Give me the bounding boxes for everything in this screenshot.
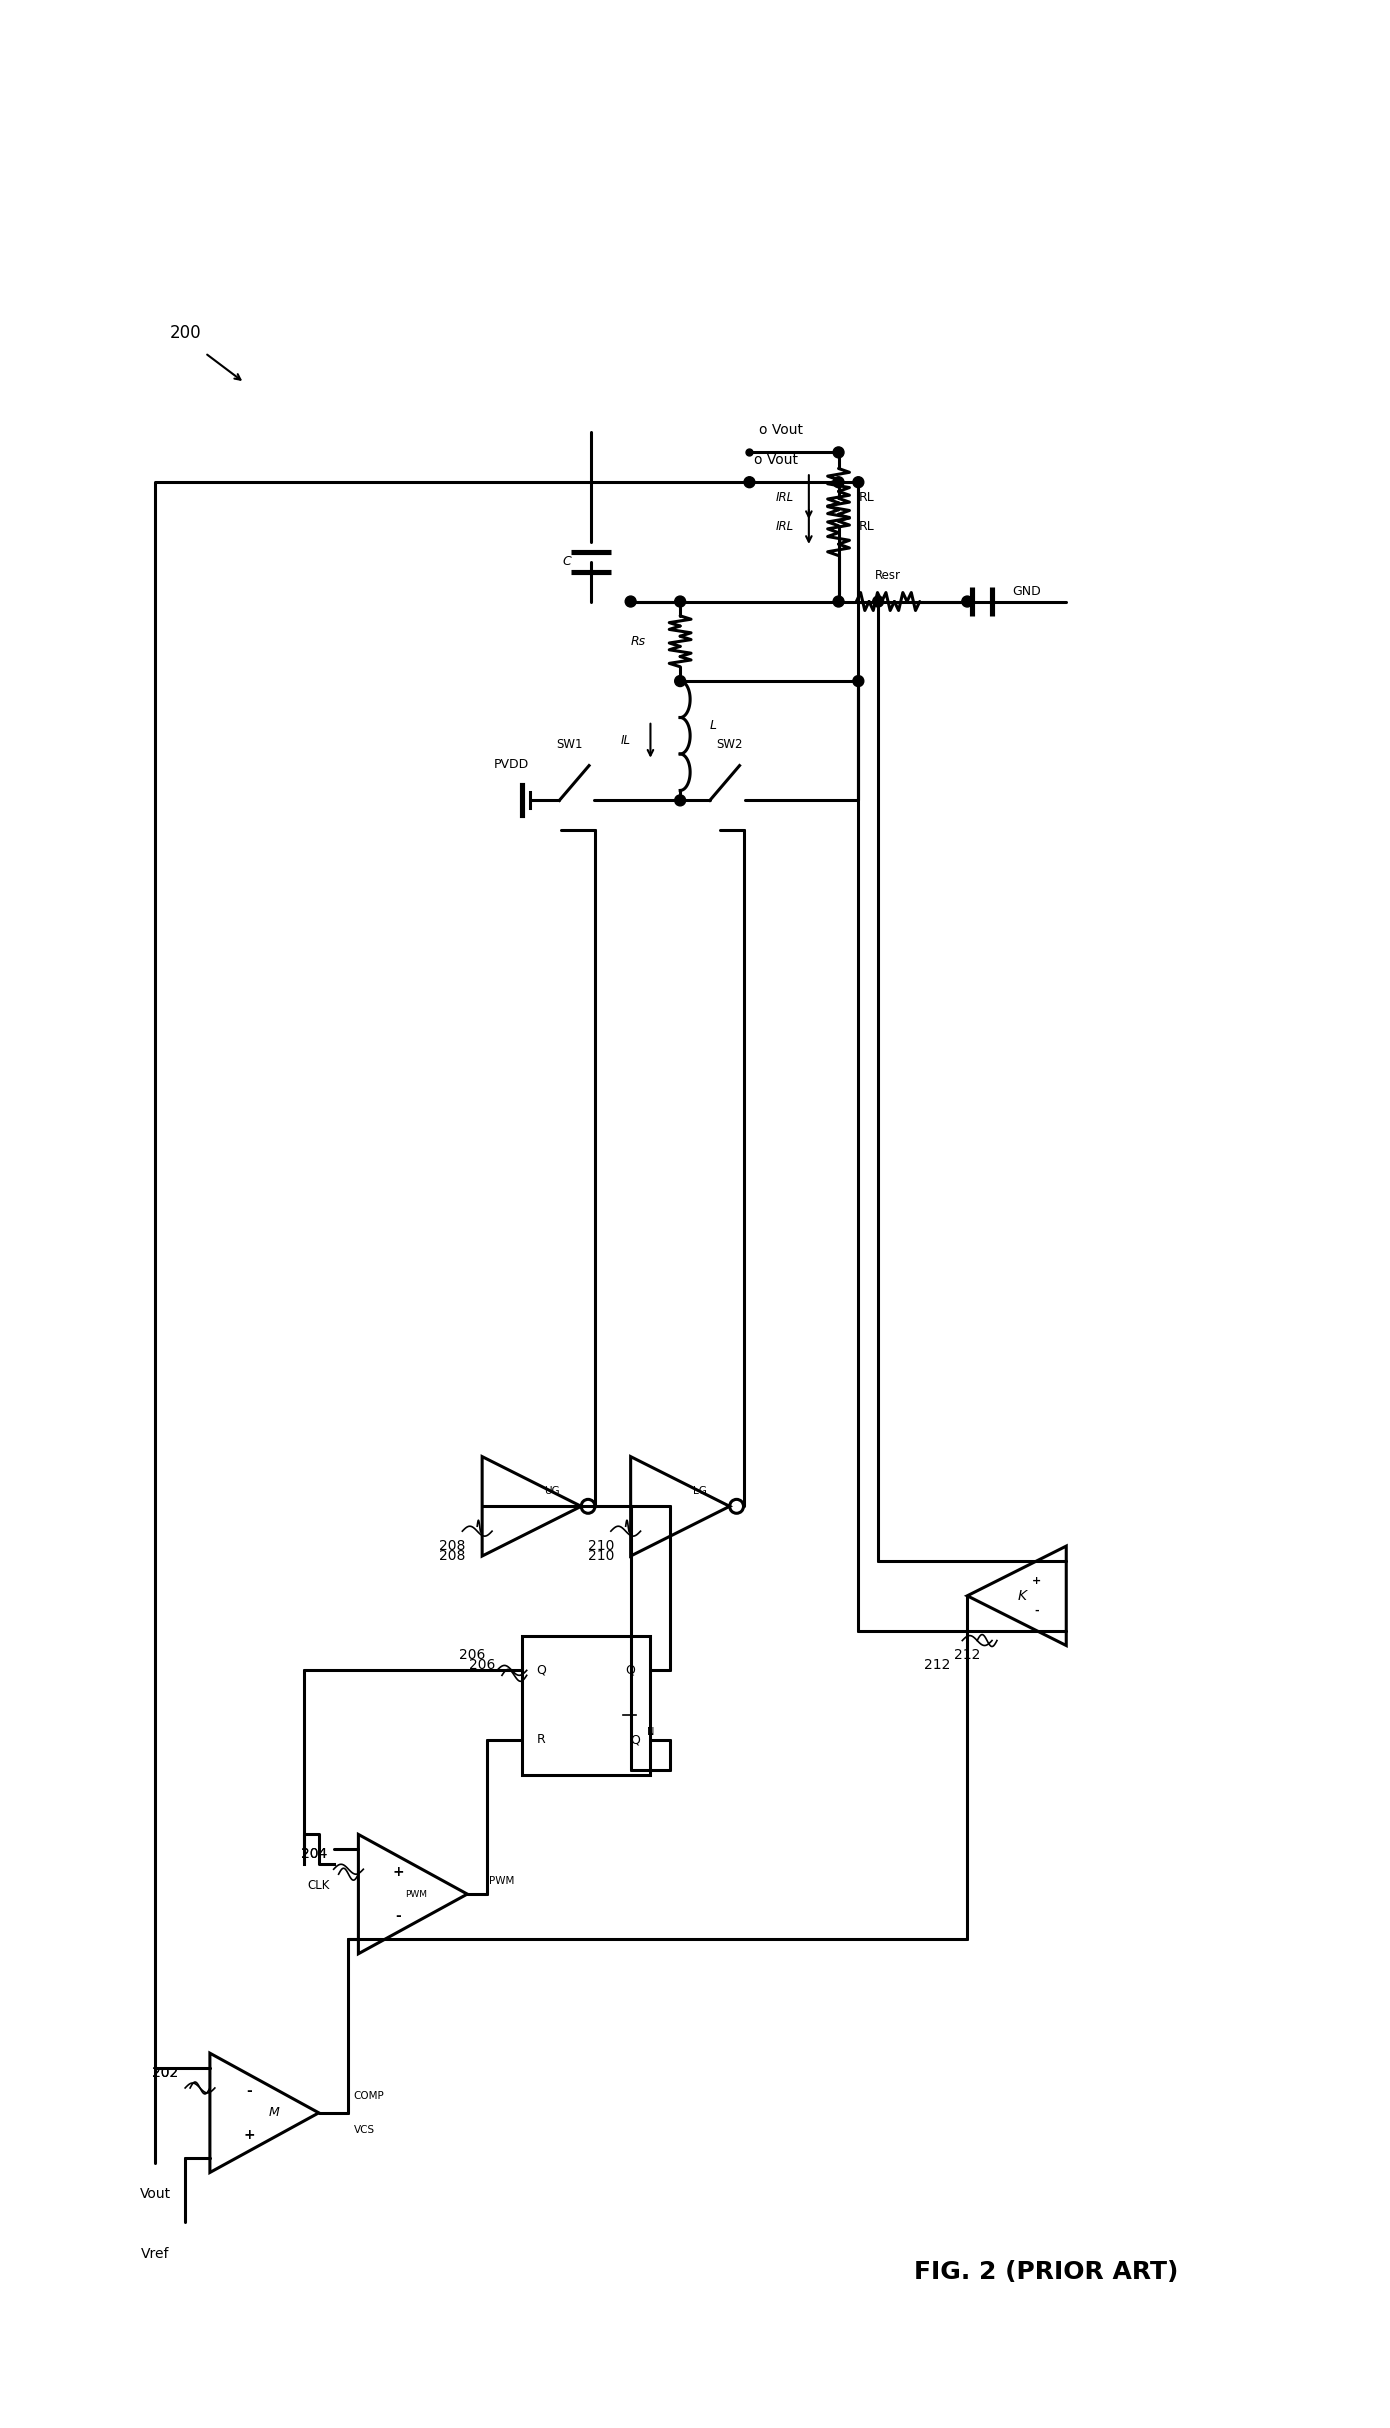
Text: +: + <box>243 2127 256 2141</box>
Text: -: - <box>246 2083 253 2098</box>
Text: Q: Q <box>631 1734 641 1746</box>
Text: Rs: Rs <box>631 634 645 648</box>
Text: R: R <box>537 1734 545 1746</box>
Text: 210: 210 <box>588 1539 614 1554</box>
Text: RL: RL <box>859 520 874 534</box>
Text: +: + <box>392 1865 404 1879</box>
Bar <box>521 1636 651 1775</box>
Text: Vout: Vout <box>140 2188 171 2202</box>
Text: 210: 210 <box>588 1549 614 1564</box>
Text: K: K <box>1017 1588 1026 1602</box>
Text: 208: 208 <box>439 1549 466 1564</box>
Text: 204: 204 <box>300 1848 327 1862</box>
Text: 206: 206 <box>459 1649 485 1663</box>
Text: Q: Q <box>626 1663 635 1678</box>
Circle shape <box>873 595 884 607</box>
Circle shape <box>744 476 755 488</box>
Text: IRL: IRL <box>776 520 794 534</box>
Text: o Vout: o Vout <box>755 454 798 466</box>
Text: RL: RL <box>859 490 874 503</box>
Text: 200: 200 <box>170 323 202 342</box>
Text: Q: Q <box>537 1663 546 1678</box>
Text: PVDD: PVDD <box>495 758 530 770</box>
Text: N: N <box>648 1726 655 1736</box>
Text: CLK: CLK <box>307 1879 329 1891</box>
Circle shape <box>674 595 685 607</box>
Text: PWM: PWM <box>489 1877 514 1887</box>
Text: 204: 204 <box>300 1848 327 1862</box>
Text: UG: UG <box>543 1486 559 1496</box>
Text: 212: 212 <box>924 1658 951 1673</box>
Text: M: M <box>268 2108 279 2120</box>
Text: 202: 202 <box>153 2066 178 2081</box>
Circle shape <box>962 595 973 607</box>
Text: 202: 202 <box>153 2066 178 2081</box>
Circle shape <box>833 595 844 607</box>
Text: PWM: PWM <box>404 1889 427 1899</box>
Circle shape <box>853 675 863 687</box>
Circle shape <box>674 675 685 687</box>
Text: IL: IL <box>621 733 631 748</box>
Circle shape <box>833 476 844 488</box>
Text: IRL: IRL <box>776 490 794 503</box>
Text: L: L <box>710 719 717 733</box>
Text: SW1: SW1 <box>556 738 582 750</box>
Text: LG: LG <box>694 1486 708 1496</box>
Text: FIG. 2 (PRIOR ART): FIG. 2 (PRIOR ART) <box>915 2260 1179 2285</box>
Circle shape <box>853 476 863 488</box>
Text: VCS: VCS <box>353 2124 374 2134</box>
Circle shape <box>674 794 685 806</box>
Circle shape <box>833 447 844 459</box>
Text: -: - <box>395 1908 400 1923</box>
Text: 208: 208 <box>439 1539 466 1554</box>
Text: COMP: COMP <box>353 2091 384 2100</box>
Text: Vref: Vref <box>142 2246 170 2260</box>
Text: 206: 206 <box>468 1658 495 1673</box>
Text: GND: GND <box>1012 585 1041 597</box>
Text: Resr: Resr <box>876 568 901 583</box>
Circle shape <box>626 595 637 607</box>
Text: SW2: SW2 <box>716 738 742 750</box>
Text: o Vout: o Vout <box>759 422 803 437</box>
Text: -: - <box>1034 1605 1038 1615</box>
Text: 212: 212 <box>954 1649 980 1663</box>
Text: +: + <box>1031 1576 1041 1585</box>
Text: C: C <box>563 556 571 568</box>
